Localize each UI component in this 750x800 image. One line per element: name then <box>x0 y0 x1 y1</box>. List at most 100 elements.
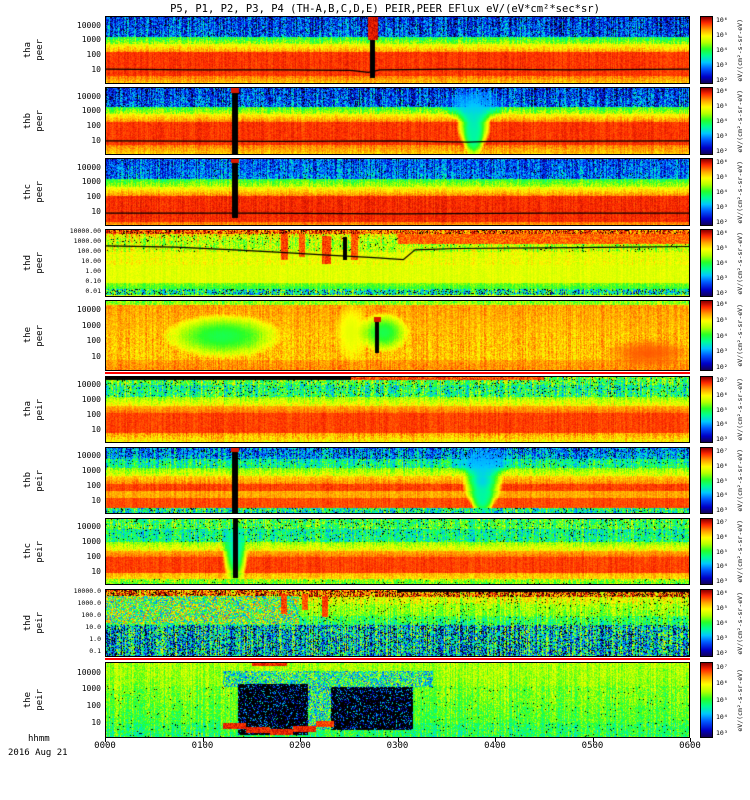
spectrogram-canvas <box>106 377 689 442</box>
spectrogram-canvas <box>106 663 689 737</box>
colorbar <box>700 300 713 371</box>
colorbar-tick-label: 10⁶ <box>716 158 728 167</box>
x-tick-label: 0500 <box>581 741 604 751</box>
colorbar-unit-text: eV/(cm²-s-sr-eV) <box>735 231 744 295</box>
y-tick-label: 10000 <box>76 91 101 101</box>
y-tick-label: 10 <box>91 351 101 361</box>
colorbar-canvas <box>701 519 712 584</box>
colorbar-tick-label: 10⁴ <box>716 619 728 627</box>
colorbar-tick-label: 10² <box>716 288 728 297</box>
plot-title: P5, P1, P2, P3, P4 (TH-A,B,C,D,E) PEIR,P… <box>170 3 600 15</box>
colorbar-unit-label: eV/(cm²-s-sr-eV) <box>731 662 748 738</box>
spectrogram-panel <box>105 376 690 443</box>
colorbar-tick-label: 10² <box>716 146 728 155</box>
y-tick-label: 10 <box>91 566 101 576</box>
spectrogram-panel <box>105 518 690 585</box>
spectrogram-canvas <box>106 448 689 513</box>
x-tick-mark <box>203 738 204 742</box>
colorbar-tick-label: 10⁶ <box>716 229 728 238</box>
y-tick-label: 0.10 <box>85 277 101 286</box>
y-tick-label: 10000 <box>76 20 101 30</box>
y-tick-label: 100.0 <box>81 611 101 620</box>
y-tick-label: 0.01 <box>85 287 101 296</box>
colorbar-tick-label: 10³ <box>716 576 728 585</box>
colorbar-tick-label: 10⁵ <box>716 696 728 704</box>
y-tick-label: 10 <box>91 495 101 505</box>
y-tick-label: 1000 <box>81 320 101 330</box>
x-tick-label: 0200 <box>289 741 311 751</box>
y-tick-label: 10 <box>91 717 101 727</box>
y-tick-label: 10 <box>91 424 101 434</box>
y-tick-label: 10000 <box>76 304 101 314</box>
y-tick-label: 10 <box>91 207 101 217</box>
colorbar-tick-label: 10⁴ <box>716 420 728 429</box>
x-tick-mark <box>495 738 496 742</box>
spectrogram-panel <box>105 87 690 155</box>
colorbar-unit-text: eV/(cm²-s-sr-eV) <box>735 378 744 441</box>
colorbar-tick-label: 10³ <box>716 505 728 514</box>
y-tick-label: 10000 <box>76 522 101 532</box>
spectrogram-panel <box>105 158 690 226</box>
colorbar-tick-label: 10⁶ <box>716 461 728 470</box>
x-tick-mark <box>398 738 399 742</box>
group-separator-line <box>105 372 690 374</box>
colorbar-canvas <box>701 377 712 442</box>
colorbar-unit-label: eV/(cm²-s-sr-eV) <box>731 158 748 226</box>
colorbar <box>700 229 713 297</box>
colorbar-tick-label: 10⁴ <box>716 491 728 500</box>
y-tick-label: 100 <box>86 551 101 561</box>
y-tick-label: 100 <box>86 192 101 202</box>
colorbar-tick-label: 10³ <box>716 60 728 69</box>
spectrogram-canvas <box>106 590 689 656</box>
x-tick-mark <box>105 738 106 742</box>
colorbar-unit-text: eV/(cm²-s-sr-eV) <box>735 449 744 512</box>
y-tick-label: 1.0 <box>89 635 101 644</box>
colorbar-unit-label: eV/(cm²-s-sr-eV) <box>731 589 748 657</box>
x-tick-label: 0100 <box>191 741 214 751</box>
colorbar-canvas <box>701 230 712 296</box>
colorbar-tick-label: 10⁶ <box>716 532 728 541</box>
colorbar-tick-label: 10⁵ <box>716 547 728 556</box>
y-tick-label: 10.00 <box>81 257 101 266</box>
colorbar-unit-label: eV/(cm²-s-sr-eV) <box>731 300 748 371</box>
y-tick-label: 10 <box>91 136 101 146</box>
y-tick-label: 100 <box>86 336 101 346</box>
colorbar-unit-label: eV/(cm²-s-sr-eV) <box>731 518 748 585</box>
colorbar <box>700 16 713 84</box>
colorbar-tick-label: 10⁴ <box>716 331 728 340</box>
spectrogram-panel <box>105 447 690 514</box>
spectrogram-canvas <box>106 230 689 296</box>
y-tick-label: 100 <box>86 480 101 490</box>
colorbar-canvas <box>701 17 712 83</box>
colorbar-tick-label: 10⁷ <box>716 518 728 527</box>
colorbar-unit-text: eV/(cm²-s-sr-eV) <box>735 520 744 583</box>
y-tick-label: 10 <box>91 65 101 75</box>
colorbar <box>700 589 713 657</box>
colorbar-tick-label: 10⁴ <box>716 712 728 721</box>
y-tick-label: 10000 <box>76 667 101 677</box>
spectrogram-canvas <box>106 301 689 370</box>
colorbar <box>700 87 713 155</box>
spectrogram-panel <box>105 662 690 738</box>
colorbar-tick-label: 10⁵ <box>716 102 728 111</box>
colorbar-tick-label: 10² <box>716 362 728 371</box>
colorbar-tick-label: 10³ <box>716 347 728 356</box>
y-tick-label: 1000 <box>81 684 101 694</box>
colorbar-canvas <box>701 159 712 225</box>
y-tick-label: 10000 <box>76 380 101 390</box>
colorbar-unit-label: eV/(cm²-s-sr-eV) <box>731 87 748 155</box>
colorbar-canvas <box>701 448 712 513</box>
y-tick-label: 1000 <box>81 466 101 476</box>
x-tick-label: 0000 <box>94 741 116 751</box>
colorbar-tick-label: 10³ <box>716 633 728 642</box>
y-tick-label: 100 <box>86 409 101 419</box>
spectrogram-canvas <box>106 159 689 225</box>
colorbar-unit-label: eV/(cm²-s-sr-eV) <box>731 447 748 514</box>
date-label: 2016 Aug 21 <box>8 748 68 758</box>
colorbar-unit-text: eV/(cm²-s-sr-eV) <box>735 304 744 367</box>
y-tick-label: 100 <box>86 701 101 711</box>
colorbar-tick-label: 10⁶ <box>716 679 728 688</box>
colorbar-tick-label: 10³ <box>716 729 728 738</box>
group-separator-line <box>105 658 690 660</box>
colorbar-tick-label: 10⁶ <box>716 16 728 25</box>
